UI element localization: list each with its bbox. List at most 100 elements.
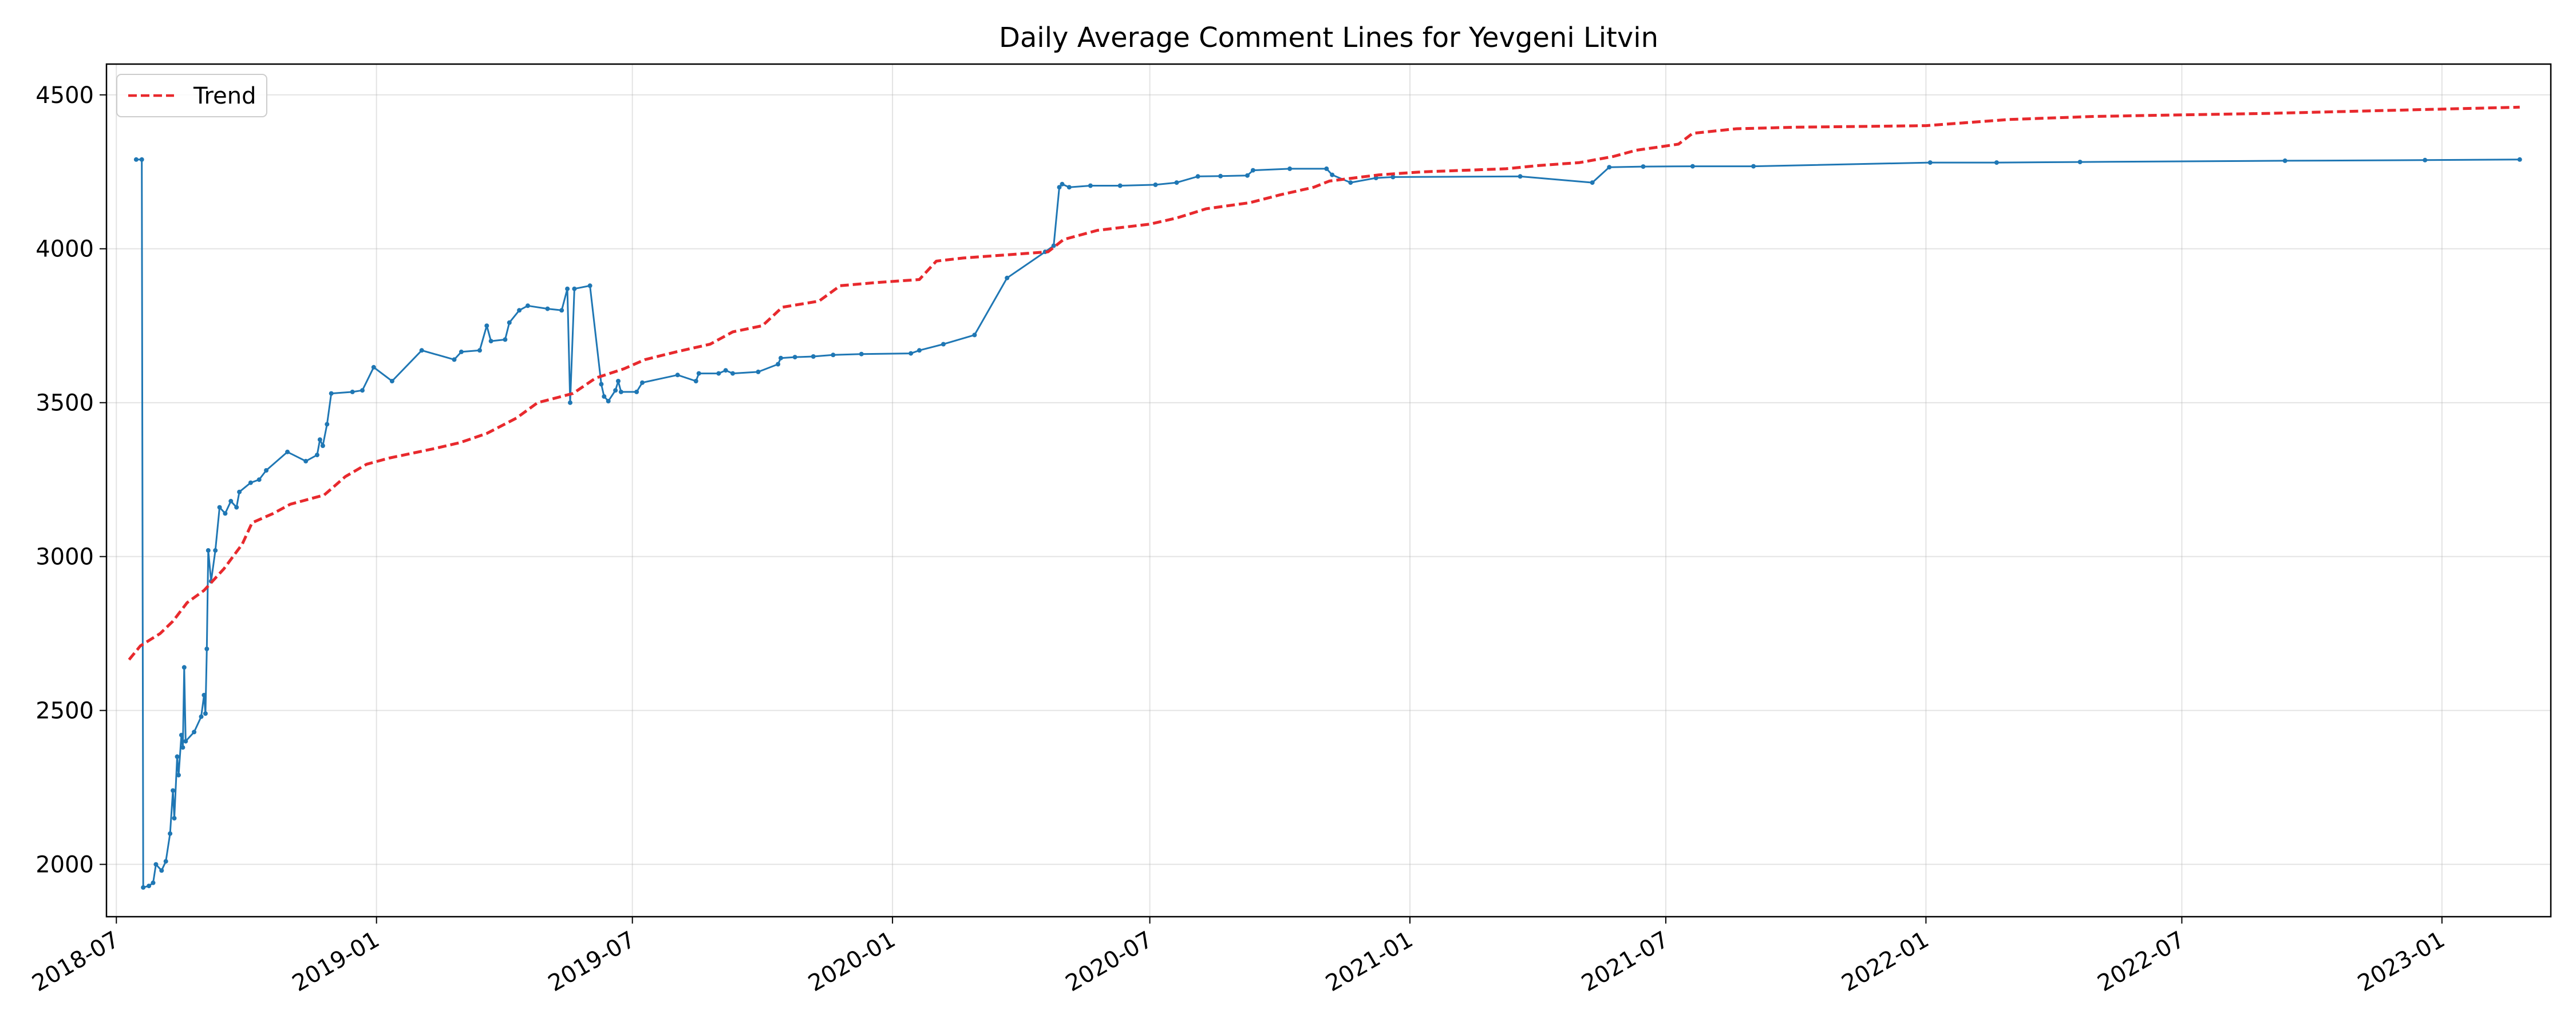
data-point (1373, 176, 1378, 180)
data-point (1153, 182, 1158, 187)
y-tick-label: 3500 (35, 390, 94, 417)
y-tick-label: 3000 (35, 544, 94, 571)
data-point (941, 342, 946, 347)
data-point (730, 371, 735, 376)
data-point (1218, 173, 1223, 179)
data-point (1927, 160, 1933, 165)
data-point (213, 548, 218, 553)
data-point (517, 308, 522, 313)
data-point (1174, 180, 1179, 185)
data-point (616, 379, 621, 383)
data-point (419, 348, 424, 353)
data-point (1005, 275, 1010, 280)
data-point (613, 388, 618, 393)
y-tick-label: 2000 (35, 852, 94, 878)
data-point (831, 352, 836, 358)
data-point (723, 368, 728, 373)
data-point (234, 505, 239, 510)
data-point (1066, 185, 1072, 190)
data-point (1051, 243, 1056, 248)
data-point (2517, 157, 2522, 162)
trend-line (128, 105, 2520, 661)
data-point (329, 391, 334, 396)
data-point (776, 362, 781, 367)
data-point (285, 449, 290, 454)
data-point (180, 745, 185, 750)
data-point (371, 365, 376, 370)
data-point (264, 468, 269, 473)
data-point (779, 355, 783, 360)
data-point (317, 437, 322, 442)
data-point (1245, 173, 1250, 178)
data-point (972, 332, 977, 338)
data-point (2282, 158, 2287, 163)
data-point (202, 692, 207, 698)
data-point (908, 351, 914, 356)
data-point (634, 389, 639, 394)
data-point (175, 754, 180, 759)
data-point (811, 354, 816, 359)
data-point (572, 286, 577, 291)
data-point (565, 286, 570, 291)
data-point (477, 348, 482, 353)
y-tick-label: 4500 (35, 82, 94, 109)
data-point (256, 477, 262, 482)
data-point (1590, 180, 1595, 185)
data-point (315, 453, 319, 458)
data-point (163, 859, 168, 864)
data-point (192, 730, 197, 735)
data-point (223, 511, 228, 516)
series-layer (128, 105, 2522, 890)
data-point (168, 831, 173, 836)
data-point (360, 388, 365, 393)
data-point (1088, 183, 1093, 188)
data-point (2423, 157, 2428, 163)
data-point (228, 498, 234, 504)
data-point (503, 337, 508, 342)
data-point (917, 348, 922, 353)
data-point (1994, 160, 1999, 165)
data-point (217, 505, 222, 510)
data-point (325, 422, 330, 427)
data-point (176, 772, 181, 778)
data-point (153, 862, 159, 867)
data-point (618, 389, 623, 394)
data-point (133, 157, 139, 162)
data-point (693, 379, 698, 383)
data-point (1195, 174, 1200, 179)
data-point (1607, 165, 1612, 170)
data-point (147, 884, 152, 889)
data-point (1287, 166, 1293, 171)
data-point (640, 380, 645, 385)
data-point (1250, 168, 1255, 173)
data-point (350, 389, 355, 394)
legend-trend-label: Trend (193, 83, 256, 109)
chart-title: Daily Average Comment Lines for Yevgeni … (999, 22, 1658, 54)
data-point (172, 815, 177, 821)
data-point (248, 480, 253, 485)
data-point (1518, 174, 1523, 179)
plot-frame (105, 63, 2552, 918)
data-point (696, 371, 701, 376)
data-point (141, 885, 146, 890)
data-point (568, 400, 572, 405)
data-point (179, 732, 184, 738)
data-point (459, 349, 464, 354)
y-tick-label: 2500 (35, 698, 94, 724)
data-point (859, 351, 864, 356)
data-point (320, 443, 325, 448)
data-point (716, 371, 721, 376)
data-point (389, 379, 394, 383)
data-point (199, 714, 204, 719)
data-point (1390, 175, 1396, 180)
data-point (1060, 181, 1065, 187)
data-point (237, 489, 242, 494)
data-point (602, 394, 607, 399)
data-point (587, 283, 592, 288)
data-point (1324, 166, 1329, 171)
data-point (545, 306, 550, 311)
grid (106, 64, 2551, 917)
data-point (675, 373, 680, 378)
